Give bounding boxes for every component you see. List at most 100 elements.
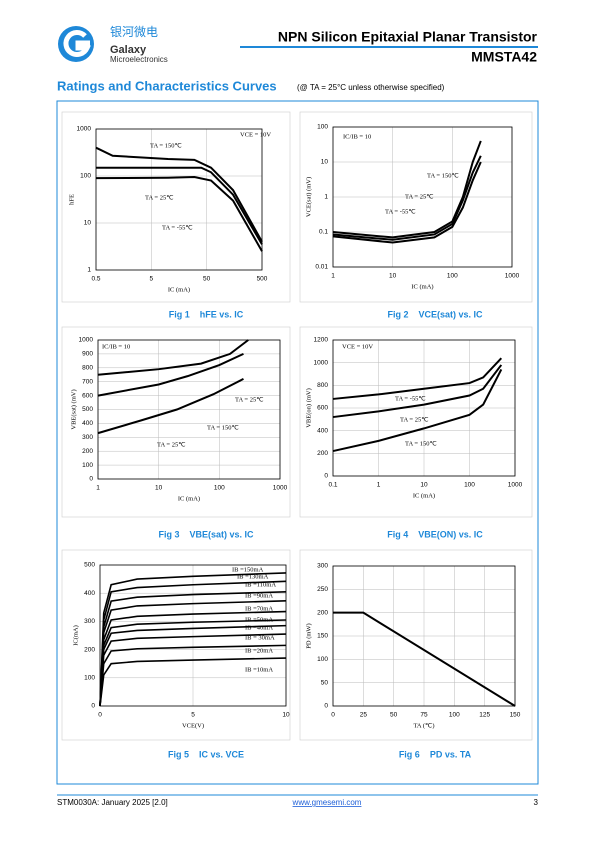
x-tick-label: 1000 (273, 485, 288, 492)
y-tick-label: 50 (321, 679, 329, 686)
y-tick-label: 0 (89, 476, 93, 483)
chart-frame (61, 111, 291, 303)
y-tick-label: 500 (84, 562, 95, 569)
series-label: IB =10mA (245, 666, 273, 673)
logo-en: Galaxy (110, 44, 147, 56)
y-tick-label: 300 (317, 563, 328, 570)
data-line (332, 357, 503, 400)
y-tick-label: 1000 (314, 359, 329, 366)
x-tick-label: 100 (214, 485, 225, 492)
series-label: TA = 25℃ (157, 441, 186, 448)
y-tick-label: 400 (317, 427, 328, 434)
x-tick-label: 0 (98, 712, 102, 719)
series-label: TA = -55℃ (385, 208, 416, 215)
annotation: IC/IB = 10 (102, 343, 130, 350)
y-tick-label: 600 (317, 405, 328, 412)
y-tick-label: 10 (321, 159, 329, 166)
chart-frame (299, 549, 533, 741)
x-tick-label: 125 (479, 712, 490, 719)
y-tick-label: 1000 (77, 126, 92, 133)
x-tick-label: 10 (155, 485, 163, 492)
series-label: IB =130mA (237, 573, 269, 580)
data-line (97, 339, 249, 376)
y-tick-label: 1000 (79, 337, 94, 344)
x-tick-label: 5 (150, 276, 154, 283)
page-number: 3 (534, 798, 539, 807)
y-tick-label: 800 (82, 365, 93, 372)
y-tick-label: 200 (317, 450, 328, 457)
y-axis-label: VCE(sat) (mV) (305, 177, 312, 217)
y-tick-label: 100 (84, 675, 95, 682)
data-line (99, 657, 287, 707)
series-label: IB =40mA (245, 624, 273, 631)
plot-area (95, 128, 263, 271)
y-tick-label: 1200 (314, 337, 329, 344)
plot-area (97, 339, 281, 480)
series-label: IB =70mA (245, 605, 273, 612)
data-line (97, 378, 244, 435)
data-line (332, 161, 482, 244)
y-tick-label: 1 (87, 267, 91, 274)
x-tick-label: 25 (360, 712, 368, 719)
x-axis-label: IC (mA) (178, 495, 200, 502)
y-tick-label: 300 (82, 434, 93, 441)
series-label: TA = -55℃ (395, 395, 426, 402)
x-axis-label: IC (mA) (411, 283, 433, 290)
data-line (333, 611, 516, 707)
series-label: TA = -55℃ (162, 224, 193, 231)
plot-area (332, 126, 513, 268)
x-tick-label: 500 (257, 276, 268, 283)
y-tick-label: 100 (82, 462, 93, 469)
y-axis-label: hFE (68, 194, 75, 205)
section-title: Ratings and Characteristics Curves (57, 78, 277, 93)
y-tick-label: 0 (91, 703, 95, 710)
x-tick-label: 5 (191, 712, 195, 719)
y-tick-label: 800 (317, 382, 328, 389)
y-tick-label: 0 (324, 473, 328, 480)
plot-area (99, 564, 287, 707)
logo-en: Microelectronics (110, 55, 168, 64)
series-label: IB =50mA (245, 616, 273, 623)
y-tick-label: 900 (82, 351, 93, 358)
data-line (332, 364, 503, 419)
footer-link[interactable]: www.gmesemi.com (292, 798, 362, 807)
series-label: TA = 150℃ (405, 440, 437, 447)
y-tick-label: 100 (80, 173, 91, 180)
data-line (95, 176, 263, 252)
x-tick-label: 75 (420, 712, 428, 719)
footer-doc: STM0030A: January 2025 [2.0] (57, 798, 168, 807)
x-tick-label: 50 (390, 712, 398, 719)
chart-frame (61, 326, 291, 518)
figure-caption: Fig 6 PD vs. TA (399, 749, 472, 759)
chart-frame (299, 326, 533, 518)
part-number: MMSTA42 (471, 49, 537, 65)
plot-area (332, 339, 516, 477)
x-tick-label: 100 (447, 273, 458, 280)
y-tick-label: 0.1 (319, 229, 328, 236)
figure-caption: Fig 4 VBE(ON) vs. IC (387, 529, 483, 539)
y-tick-label: 700 (82, 378, 93, 385)
figure-caption: Fig 1 hFE vs. IC (169, 309, 244, 319)
series-label: TA = 25℃ (235, 396, 264, 403)
x-tick-label: 100 (464, 482, 475, 489)
y-axis-label: PD (mW) (305, 623, 312, 648)
plot-area (332, 565, 516, 707)
y-tick-label: 200 (84, 646, 95, 653)
x-tick-label: 0.1 (328, 482, 337, 489)
series-label: TA = 150℃ (150, 142, 182, 149)
x-tick-label: 50 (203, 276, 211, 283)
chart-frame (61, 549, 291, 741)
y-axis-label: VBE(sat) (mV) (70, 389, 77, 429)
y-tick-label: 500 (82, 406, 93, 413)
x-tick-label: 1 (377, 482, 381, 489)
x-axis-label: IC (mA) (168, 286, 190, 293)
series-label: IB =90mA (245, 592, 273, 599)
y-tick-label: 200 (82, 448, 93, 455)
data-line (96, 166, 263, 245)
y-tick-label: 10 (84, 220, 92, 227)
annotation: IC/IB = 10 (343, 133, 371, 140)
x-axis-label: IC (mA) (413, 492, 435, 499)
series-label: TA = 25℃ (405, 193, 434, 200)
y-tick-label: 100 (317, 124, 328, 131)
